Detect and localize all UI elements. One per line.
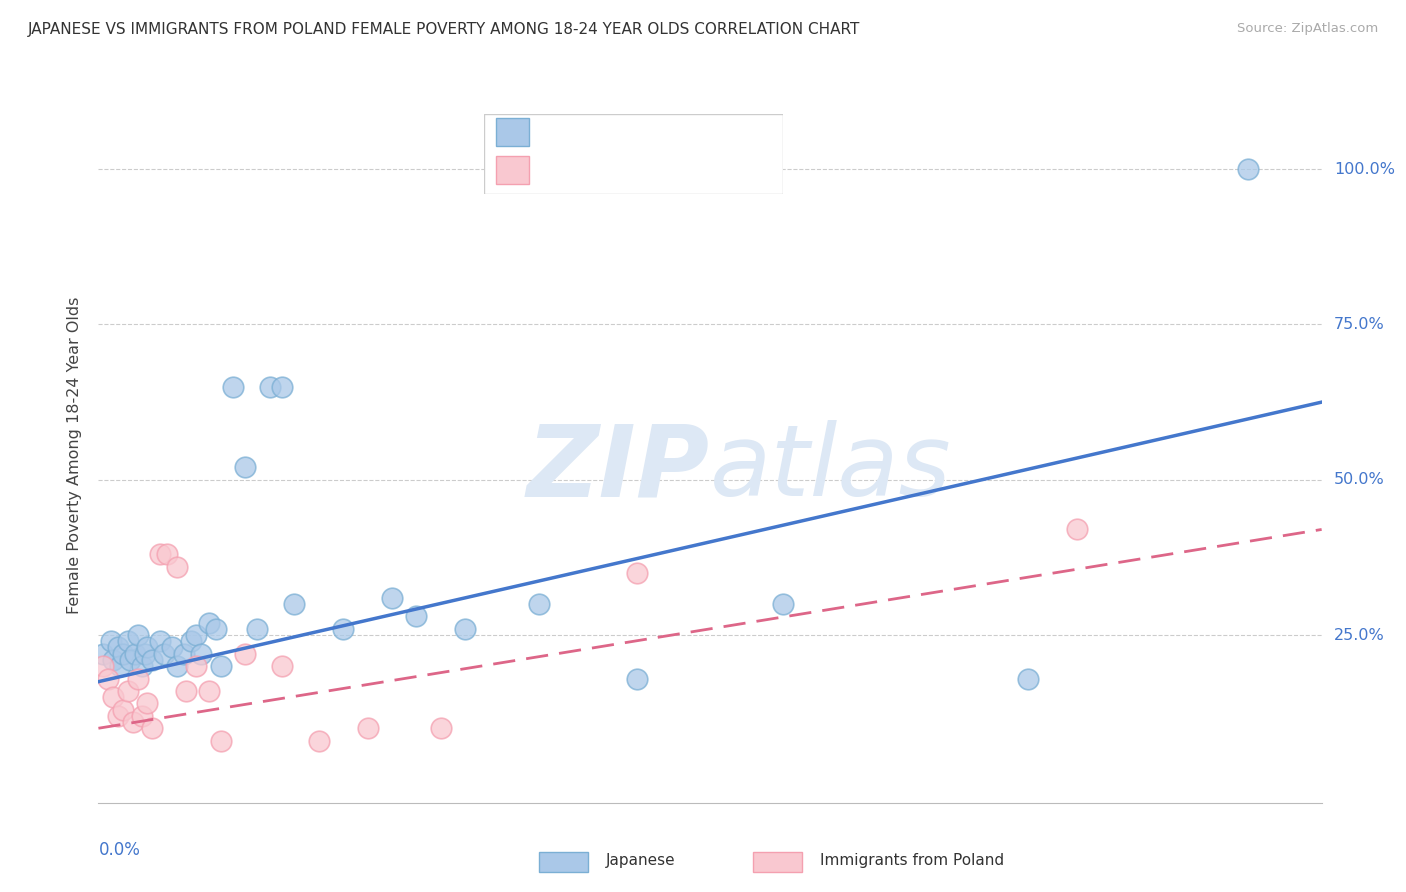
Point (205, 622, 228, 636)
Point (111, 647, 134, 661)
Point (173, 647, 195, 661)
Point (180, 634, 202, 648)
Bar (538, 852, 588, 871)
Point (117, 684, 139, 698)
Point (527, 597, 550, 611)
Point (454, 622, 477, 636)
Point (209, 659, 232, 673)
Point (131, 708, 153, 723)
Point (246, 622, 269, 636)
Point (117, 634, 139, 648)
Text: JAPANESE VS IMMIGRANTS FROM POLAND FEMALE POVERTY AMONG 18-24 YEAR OLDS CORRELAT: JAPANESE VS IMMIGRANTS FROM POLAND FEMAL… (28, 22, 860, 37)
Point (127, 628, 149, 642)
Text: 75.0%: 75.0% (1334, 317, 1385, 332)
Point (91, 647, 114, 661)
Point (101, 653, 124, 667)
Text: atlas: atlas (710, 420, 952, 517)
Point (156, 547, 179, 561)
Point (110, 659, 132, 673)
Point (166, 659, 188, 673)
Point (127, 672, 149, 686)
Point (176, 684, 198, 698)
Point (149, 634, 172, 648)
Y-axis label: Female Poverty Among 18-24 Year Olds: Female Poverty Among 18-24 Year Olds (67, 296, 83, 614)
Point (270, 379, 294, 393)
Point (121, 714, 143, 729)
Point (356, 721, 378, 735)
Point (197, 615, 219, 630)
Text: ZIP: ZIP (527, 420, 710, 517)
Point (772, 597, 794, 611)
Point (136, 640, 159, 655)
Text: Japanese: Japanese (606, 853, 676, 868)
Point (283, 597, 305, 611)
Point (153, 647, 176, 661)
Point (107, 708, 129, 723)
Point (222, 379, 245, 393)
Point (141, 721, 163, 735)
Point (405, 609, 427, 624)
Bar (752, 852, 801, 871)
Text: Immigrants from Poland: Immigrants from Poland (820, 853, 1004, 868)
Point (186, 659, 208, 673)
Point (233, 647, 256, 661)
Point (626, 672, 648, 686)
Point (233, 460, 256, 475)
Point (430, 721, 453, 735)
Text: 0.0%: 0.0% (98, 841, 141, 859)
Point (136, 697, 159, 711)
Point (101, 690, 124, 705)
Point (1066, 523, 1088, 537)
Point (259, 379, 281, 393)
Point (308, 733, 330, 747)
Text: 100.0%: 100.0% (1334, 161, 1395, 177)
Point (1017, 672, 1039, 686)
Point (1237, 162, 1260, 177)
Point (91, 659, 114, 673)
Point (197, 684, 219, 698)
Point (332, 622, 354, 636)
Text: 25.0%: 25.0% (1334, 628, 1385, 642)
Point (120, 653, 142, 667)
Point (190, 647, 212, 661)
Point (381, 591, 404, 605)
Point (100, 634, 122, 648)
Point (107, 640, 129, 655)
Point (160, 640, 183, 655)
Point (131, 659, 153, 673)
Point (149, 547, 172, 561)
Point (97, 672, 120, 686)
Text: 50.0%: 50.0% (1334, 472, 1385, 487)
Point (111, 703, 134, 717)
Point (186, 628, 208, 642)
Point (166, 559, 188, 574)
Point (270, 659, 294, 673)
Point (141, 653, 163, 667)
Point (626, 566, 648, 580)
Point (124, 647, 146, 661)
Point (134, 647, 156, 661)
Point (209, 733, 232, 747)
Text: Source: ZipAtlas.com: Source: ZipAtlas.com (1237, 22, 1378, 36)
